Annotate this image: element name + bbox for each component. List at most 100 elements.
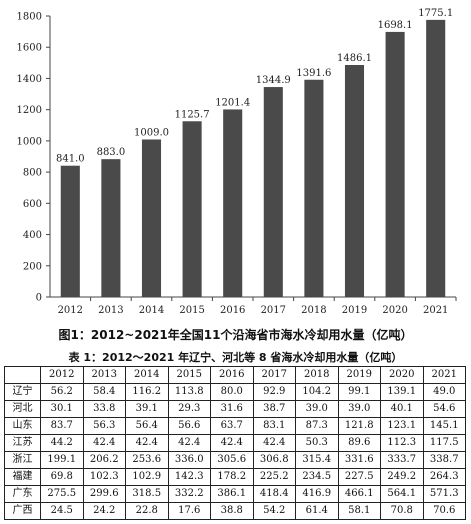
table-row: 浙江 199.1 206.2 253.6 336.0 305.6 306.8 315.4 331…	[4, 451, 466, 469]
bars	[60, 19, 446, 298]
table-row: 河北 30.1 33.8 39.1 29.3 31.6 38.7 39.0 39.0 40.1 54…	[4, 400, 466, 418]
table-cell: 102.3	[82, 468, 126, 486]
y-tick-label: 1000	[17, 136, 42, 147]
x-tick-label: 2015	[179, 305, 204, 316]
table-cell: 234.5	[295, 468, 339, 486]
bar-2015	[182, 121, 202, 298]
table-cell: 305.6	[210, 451, 254, 469]
table-cell: 145.1	[422, 417, 466, 435]
y-tick-label: 1800	[17, 12, 42, 23]
table-cell: 116.2	[125, 383, 169, 401]
y-axis: 0 200 400 600 800 1000 1200 1400 1600 1800	[17, 12, 51, 304]
bar-value-label: 1698.1	[378, 20, 413, 31]
row-province-name: 福建	[4, 468, 41, 486]
table-cell: 275.5	[40, 485, 84, 503]
table-cell: 42.4	[82, 434, 126, 452]
row-province-name: 广西	[4, 502, 41, 520]
bar-2021	[426, 19, 446, 297]
value-labels: 841.0 883.0 1009.0 1125.7 1201.4 1344.9 1391.6…	[56, 8, 453, 165]
table-cell: 386.1	[210, 485, 254, 503]
table-cell: 142.3	[167, 468, 211, 486]
table-cell: 306.8	[252, 451, 296, 469]
table-cell: 42.4	[167, 434, 211, 452]
table-cell: 336.0	[167, 451, 211, 469]
table-cell: 80.0	[210, 383, 254, 401]
column-header: 2019	[337, 366, 381, 384]
table-row: 广东 275.5 299.6 318.5 332.2 386.1 418.4 416.9 466…	[4, 485, 466, 503]
table-cell: 38.8	[210, 502, 254, 520]
table-cell: 83.1	[252, 417, 296, 435]
table-cell: 40.1	[380, 400, 424, 418]
column-header: 2021	[422, 366, 466, 384]
table-cell: 58.4	[82, 383, 126, 401]
table-cell: 264.3	[422, 468, 466, 486]
bar-2016	[223, 109, 243, 297]
table-cell: 89.6	[337, 434, 381, 452]
row-province-name: 江苏	[4, 434, 41, 452]
table-cell: 56.4	[125, 417, 169, 435]
x-tick-label: 2014	[139, 305, 164, 316]
y-tick-label: 1600	[17, 43, 42, 54]
table-cell: 571.3	[422, 485, 466, 503]
table-cell: 54.2	[252, 502, 296, 520]
table-cell: 117.5	[422, 434, 466, 452]
y-tick-label: 1200	[17, 105, 42, 116]
y-tick-label: 200	[23, 261, 42, 272]
x-tick-label: 2018	[301, 305, 326, 316]
bar-2019	[344, 65, 365, 297]
table-cell: 466.1	[337, 485, 381, 503]
bar-2017	[263, 87, 283, 297]
table-corner-cell	[4, 366, 41, 384]
column-header: 2017	[252, 366, 296, 384]
bar-value-label: 1125.7	[175, 109, 210, 120]
table-cell: 56.6	[167, 417, 211, 435]
table-cell: 29.3	[167, 400, 211, 418]
table-cell: 83.7	[40, 417, 84, 435]
data-table: 2012 2013 2014 2015 2016 2017 2018 2019 2020 2021…	[4, 366, 466, 520]
table-row: 广西 24.5 24.2 22.8 17.6 38.8 54.2 61.4 58.1 70.8 70…	[4, 502, 466, 520]
table-cell: 56.2	[40, 383, 84, 401]
table-cell: 318.5	[125, 485, 169, 503]
row-province-name: 河北	[4, 400, 41, 418]
table-cell: 22.8	[125, 502, 169, 520]
bar-value-label: 1201.4	[215, 97, 250, 108]
column-header: 2016	[210, 366, 254, 384]
bar-2013	[101, 159, 121, 297]
y-tick-label: 0	[36, 293, 42, 304]
table-body: 辽宁 56.2 58.4 116.2 113.8 80.0 92.9 104.2 99.1 139…	[4, 383, 466, 520]
table-cell: 38.7	[252, 400, 296, 418]
table-cell: 44.2	[40, 434, 84, 452]
table-cell: 49.0	[422, 383, 466, 401]
column-header: 2020	[380, 366, 424, 384]
table-cell: 333.7	[380, 451, 424, 469]
table-cell: 249.2	[380, 468, 424, 486]
table-cell: 332.2	[167, 485, 211, 503]
table-cell: 338.7	[422, 451, 466, 469]
y-tick-label: 800	[23, 168, 42, 179]
table-cell: 39.1	[125, 400, 169, 418]
table-cell: 331.6	[337, 451, 381, 469]
table-cell: 42.4	[210, 434, 254, 452]
bar-value-label: 1344.9	[256, 75, 291, 86]
column-header: 2014	[125, 366, 169, 384]
table-cell: 418.4	[252, 485, 296, 503]
table-cell: 315.4	[295, 451, 339, 469]
table-cell: 56.3	[82, 417, 126, 435]
table-cell: 31.6	[210, 400, 254, 418]
y-tick-label: 400	[23, 230, 42, 241]
table-row: 江苏 44.2 42.4 42.4 42.4 42.4 42.4 50.3 89.6 112.3 1…	[4, 434, 466, 452]
table-cell: 69.8	[40, 468, 84, 486]
table-cell: 113.8	[167, 383, 211, 401]
x-tick-label: 2019	[342, 305, 367, 316]
row-province-name: 山东	[4, 417, 41, 435]
table-cell: 70.6	[422, 502, 466, 520]
column-header: 2015	[167, 366, 211, 384]
table-cell: 416.9	[295, 485, 339, 503]
y-tick-label: 1400	[17, 74, 42, 85]
table-cell: 33.8	[82, 400, 126, 418]
y-tick-label: 600	[23, 199, 42, 210]
x-axis: 2012 2013 2014 2015 2016 2017 2018 2019 2020 2021	[50, 296, 457, 316]
table-header-row: 2012 2013 2014 2015 2016 2017 2018 2019 2020 2021	[4, 366, 466, 384]
table-cell: 70.8	[380, 502, 424, 520]
